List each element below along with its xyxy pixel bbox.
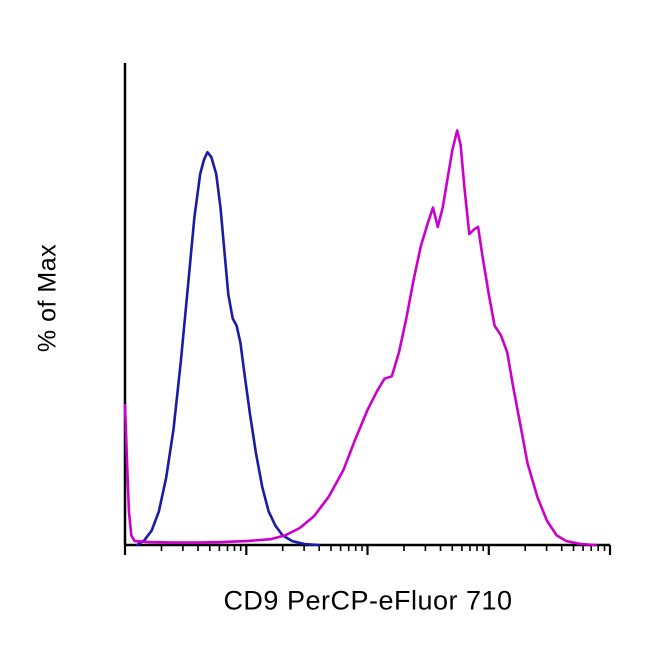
x-axis-ticks [123,545,612,555]
x-axis-label: CD9 PerCP-eFluor 710 [223,585,513,616]
magenta-histogram-curve [123,129,597,547]
y-axis-label: % of Max [33,243,62,353]
blue-histogram-curve [135,150,321,547]
